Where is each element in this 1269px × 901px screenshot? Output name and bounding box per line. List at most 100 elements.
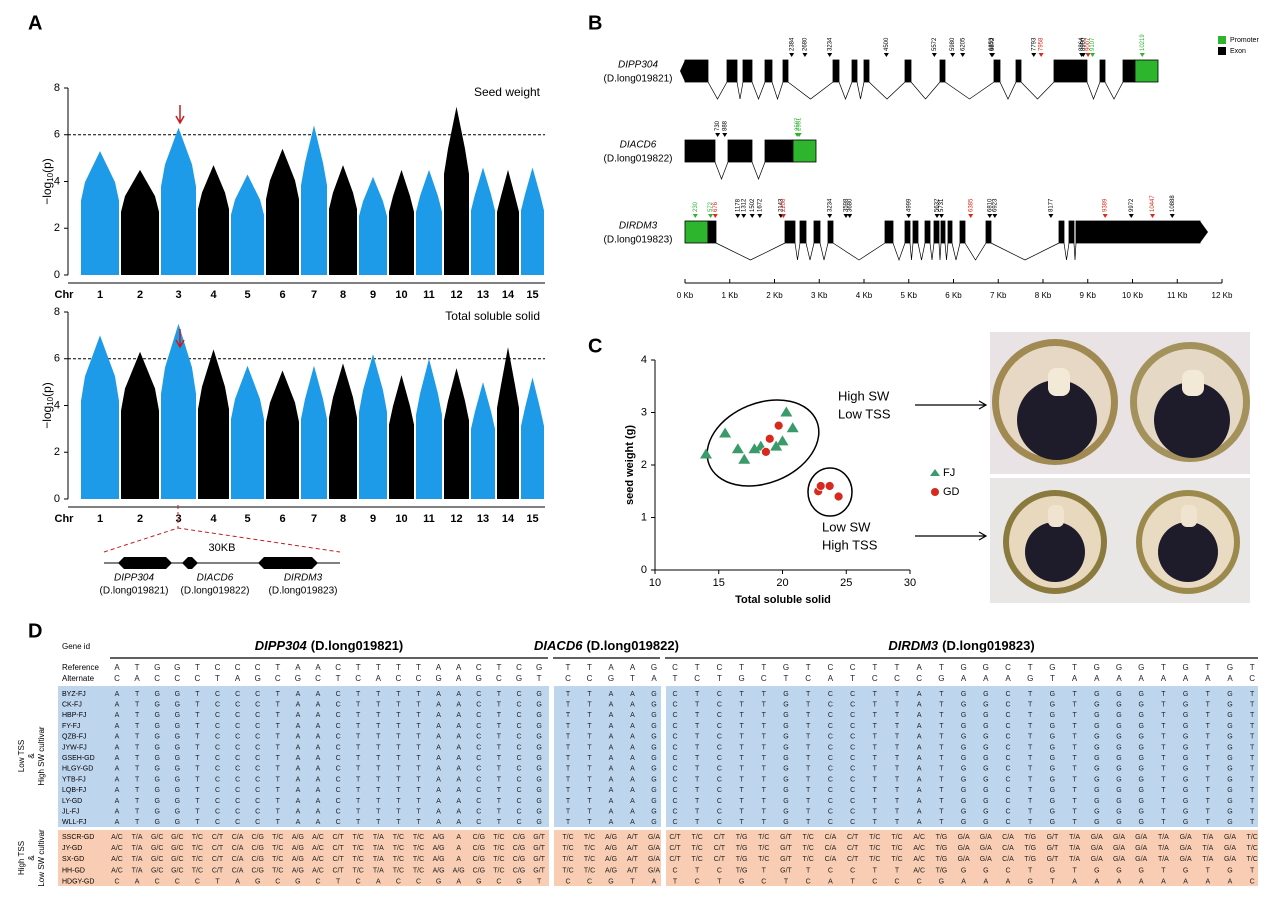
genotype: T — [566, 744, 571, 751]
intron — [771, 81, 784, 101]
genotype: C — [255, 691, 260, 698]
variant-marker — [950, 53, 956, 57]
genotype: G — [1094, 663, 1100, 672]
genotype: G — [516, 674, 522, 683]
genotype: T — [1161, 723, 1166, 730]
genotype: T — [587, 755, 592, 762]
group-label: High TSS — [17, 841, 26, 875]
genotype: T — [1161, 867, 1166, 874]
genotype: T — [873, 798, 878, 805]
genotype: T — [135, 798, 140, 805]
genotype: G/T — [1047, 834, 1059, 841]
genotype: C — [717, 755, 722, 762]
genotype: T — [1028, 766, 1033, 773]
genotype: G — [536, 819, 541, 826]
genotype: C — [828, 867, 833, 874]
genotype: T — [739, 734, 744, 741]
intron — [736, 81, 744, 100]
genotype: T — [1161, 734, 1166, 741]
genotype: G — [1116, 734, 1121, 741]
y-axis-label: seed weight (g) — [624, 425, 636, 505]
exon — [726, 59, 738, 83]
variant-marker — [692, 214, 698, 218]
gene-id: (D.long019822) — [181, 586, 250, 597]
snp-cluster — [416, 358, 442, 499]
genotype: A — [630, 776, 635, 783]
x-tick-label: 20 — [776, 577, 788, 589]
genotype: G — [175, 819, 180, 826]
genotype: G — [1138, 787, 1143, 794]
genotype: G — [651, 755, 656, 762]
variant-label: 230 — [693, 201, 699, 212]
genotype: T/G — [936, 856, 948, 863]
genotype: G — [1050, 723, 1055, 730]
y-tick-label: 2 — [54, 222, 60, 234]
genotype: T/C — [493, 834, 504, 841]
genotype: T — [895, 755, 900, 762]
genotype: T/C — [891, 834, 902, 841]
genotype: T — [1161, 809, 1166, 816]
x-tick-label: 11 — [423, 289, 435, 301]
genotype: T — [336, 674, 341, 683]
genotype: T — [537, 674, 542, 683]
variant-label: 6853 — [989, 37, 995, 51]
genotype: T — [416, 723, 421, 730]
genotype: C — [717, 766, 722, 773]
x-tick-label: 15 — [526, 289, 538, 301]
genotype: A — [295, 663, 301, 672]
genotype: T — [1206, 776, 1211, 783]
genotype: T — [806, 691, 811, 698]
variant-label: 3234 — [827, 198, 833, 212]
genotype: C — [336, 798, 341, 805]
exon — [959, 220, 966, 244]
genotype: A — [115, 766, 120, 773]
genotype: C — [336, 723, 341, 730]
genotype: T — [376, 766, 381, 773]
genotype: G — [783, 744, 788, 751]
genotype: T — [806, 734, 811, 741]
exon — [1053, 59, 1088, 83]
genotype: G — [1116, 691, 1121, 698]
genotype: T — [873, 723, 878, 730]
genotype: A — [436, 798, 441, 805]
genotype: G/T — [1047, 856, 1059, 863]
x-tick-label: 10 — [649, 577, 661, 589]
genotype: T — [135, 755, 140, 762]
genotype: G — [536, 766, 541, 773]
genotype: T — [276, 702, 281, 709]
genotype: T — [1161, 712, 1166, 719]
genotype: G — [1227, 712, 1232, 719]
genotype: G/A — [958, 856, 970, 863]
genotype: T — [762, 787, 767, 794]
genotype: T — [376, 755, 381, 762]
genotype: T — [276, 819, 281, 826]
row-label: GSEH-GD — [62, 755, 95, 762]
snp-cluster — [389, 375, 414, 499]
genotype: A — [983, 879, 988, 886]
genotype: G — [1183, 798, 1188, 805]
genotype: T — [215, 879, 220, 886]
variant-label: 9972 — [1129, 198, 1135, 212]
genotype: T — [695, 663, 700, 672]
y-axis-label-part: −log — [40, 406, 54, 429]
y-axis-label-part: 10 — [46, 396, 55, 405]
genotype: C/A — [1002, 834, 1014, 841]
x-tick-label: 25 — [840, 577, 852, 589]
genotype: A — [630, 755, 635, 762]
genotype: C — [255, 787, 260, 794]
genotype: T — [873, 819, 878, 826]
genotype: C/A — [232, 845, 244, 852]
genotype: C — [672, 663, 678, 672]
locus-zoom — [103, 505, 341, 553]
genotype: C/T — [212, 845, 224, 852]
genotype: T — [566, 819, 571, 826]
genotype: T — [356, 723, 361, 730]
genotype: T — [336, 879, 341, 886]
genotype: C — [215, 798, 220, 805]
gene-id-label: Gene id — [62, 642, 90, 651]
genotype: C — [235, 776, 240, 783]
genotype: A — [630, 663, 636, 672]
variant-label: 7793 — [1031, 37, 1037, 51]
genotype: C — [717, 702, 722, 709]
genotype: G — [961, 819, 966, 826]
